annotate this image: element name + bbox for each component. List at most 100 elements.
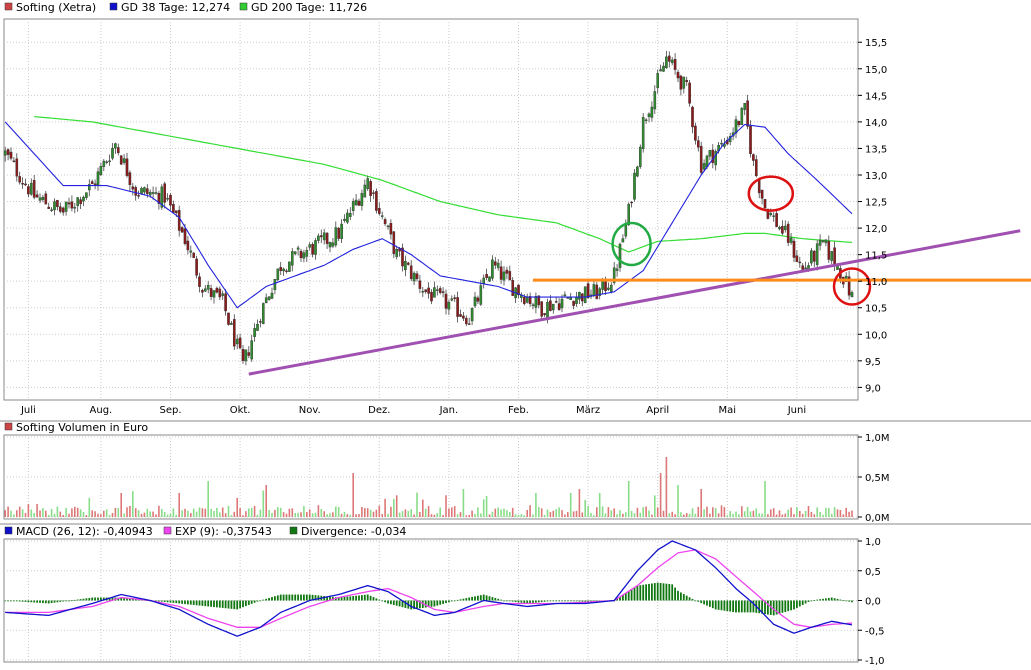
divergence-bar — [537, 600, 540, 603]
candle-body — [737, 121, 741, 126]
x-tick-label: Nov. — [299, 405, 321, 416]
divergence-bar — [453, 600, 456, 602]
divergence-bar — [343, 596, 346, 601]
volume-bar — [62, 514, 64, 517]
divergence-bar — [413, 600, 415, 610]
divergence-bar — [662, 583, 665, 601]
candle-body — [325, 232, 329, 244]
divergence-bar — [111, 597, 114, 601]
volume-bar — [419, 512, 421, 517]
candle-body — [137, 195, 140, 197]
divergence-bar — [129, 598, 131, 601]
volume-bar — [311, 513, 314, 517]
divergence-bar — [94, 597, 96, 601]
candle-body — [708, 150, 712, 157]
candle-body — [694, 125, 697, 141]
candle-body — [383, 219, 387, 225]
candle-body — [143, 187, 146, 193]
divergence-bar — [514, 600, 517, 602]
volume-bar — [149, 511, 151, 517]
candle-body — [424, 289, 428, 293]
volume-bar — [422, 499, 424, 517]
divergence-bar — [674, 587, 676, 601]
divergence-bar — [848, 600, 850, 602]
gd200-line-layer — [34, 116, 853, 253]
divergence-bar — [523, 600, 526, 604]
divergence-bar — [720, 600, 723, 611]
candle-body — [528, 296, 532, 305]
macd-tick-label: -0,5 — [865, 626, 885, 637]
y-tick-label: 10,5 — [865, 304, 887, 315]
candle-body — [331, 242, 335, 247]
divergence-bar — [285, 594, 288, 601]
candle-body — [418, 280, 422, 289]
divergence-bar — [218, 600, 221, 608]
volume-bar — [619, 510, 621, 517]
divergence-bar — [15, 600, 18, 602]
volume-bar — [749, 511, 752, 517]
candle-body — [560, 298, 564, 309]
candle-body — [61, 207, 65, 213]
divergence-bar — [276, 595, 279, 601]
candle-body — [203, 288, 207, 292]
volume-bar — [494, 508, 497, 517]
divergence-bar — [65, 600, 67, 602]
candle-body — [320, 235, 323, 238]
volume-bar — [561, 510, 563, 517]
divergence-bar — [790, 600, 792, 611]
divergence-bar — [97, 597, 99, 601]
candle-body — [372, 192, 375, 194]
candle-body — [781, 226, 784, 234]
divergence-bar — [784, 600, 787, 612]
volume-bar — [535, 493, 537, 517]
volume-bar — [175, 514, 178, 517]
volume-bar — [253, 505, 256, 517]
divergence-bar — [53, 600, 56, 603]
candle-body — [160, 186, 164, 208]
candle-body — [230, 322, 233, 325]
divergence-bar — [482, 594, 485, 601]
candle-body — [775, 213, 778, 227]
divergence-bar — [262, 599, 265, 601]
volume-bar — [822, 514, 824, 517]
candle-body — [479, 285, 483, 305]
divergence-bar — [59, 600, 62, 602]
candle-body — [90, 181, 94, 185]
candle-body — [566, 297, 570, 299]
volume-bar — [248, 508, 250, 517]
divergence-bar — [369, 595, 372, 601]
divergence-bar — [535, 600, 537, 603]
volume-bar — [807, 505, 810, 517]
candle-body — [563, 294, 567, 297]
divergence-bar — [172, 600, 175, 603]
candle-body — [433, 287, 436, 298]
volume-bar — [291, 508, 294, 517]
candle-body — [821, 240, 825, 242]
y-tick-label: 13,0 — [865, 171, 887, 182]
candle-body — [346, 212, 349, 223]
volume-bar — [593, 515, 595, 517]
volume-bar — [506, 510, 508, 517]
candle-body — [140, 188, 143, 195]
divergence-bar — [387, 600, 389, 604]
volume-bar — [453, 506, 456, 517]
candle-body — [201, 290, 204, 293]
candle-body — [108, 160, 111, 163]
volume-bar — [169, 513, 172, 517]
candle-body — [546, 302, 549, 319]
candle-body — [67, 202, 71, 205]
divergence-bar — [62, 600, 65, 602]
candle-body — [456, 297, 459, 317]
candle-body — [378, 207, 381, 214]
candle-body — [363, 184, 367, 198]
volume-bar — [723, 507, 726, 517]
volume-bar — [804, 510, 807, 517]
legend-label: Softing (Xetra) — [16, 1, 96, 14]
volume-bar — [335, 506, 337, 517]
candle-body — [670, 59, 674, 64]
candle-body — [288, 261, 291, 272]
divergence-bar — [517, 600, 520, 603]
divergence-bar — [540, 600, 543, 602]
volume-bar — [816, 507, 818, 517]
y-tick-label: 15,0 — [865, 65, 887, 76]
